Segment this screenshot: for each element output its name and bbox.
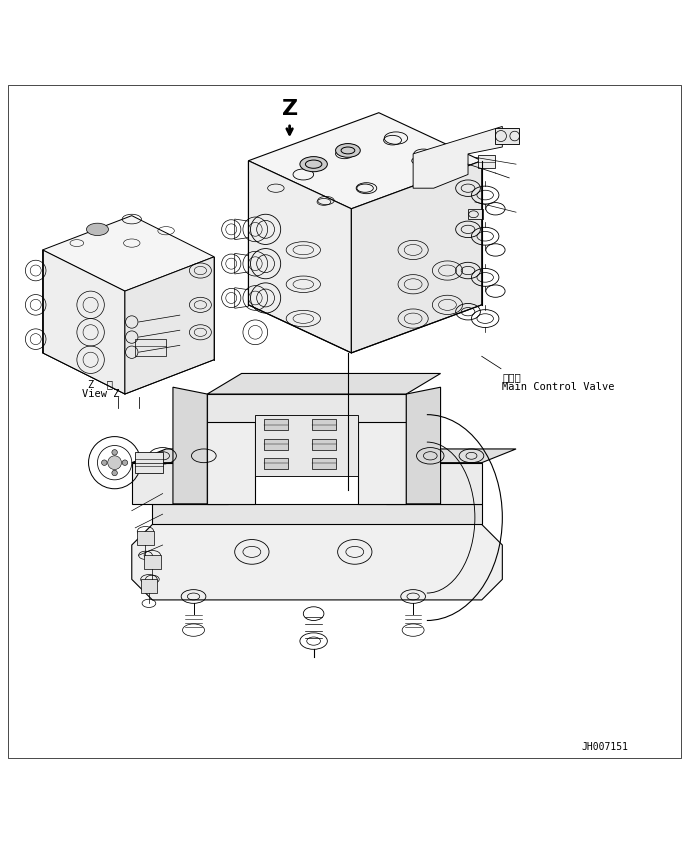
Polygon shape	[43, 216, 214, 291]
Polygon shape	[413, 126, 502, 188]
Polygon shape	[207, 373, 440, 394]
Polygon shape	[351, 161, 482, 353]
Text: Z: Z	[282, 99, 298, 119]
Polygon shape	[132, 463, 228, 504]
Polygon shape	[207, 394, 256, 504]
Polygon shape	[152, 504, 482, 524]
Ellipse shape	[336, 143, 360, 158]
Polygon shape	[386, 463, 482, 504]
Bar	[263, 458, 288, 469]
Bar	[135, 453, 163, 473]
Polygon shape	[386, 449, 516, 463]
Bar	[137, 531, 154, 545]
Bar	[141, 579, 157, 593]
Bar	[311, 438, 336, 449]
Circle shape	[112, 470, 117, 475]
Bar	[478, 155, 495, 168]
Polygon shape	[43, 250, 125, 394]
Polygon shape	[358, 394, 407, 504]
Bar	[311, 458, 336, 469]
Text: 主控阀: 主控阀	[502, 372, 521, 382]
Polygon shape	[173, 387, 207, 504]
Bar	[135, 339, 166, 357]
Bar	[263, 438, 288, 449]
Bar	[311, 420, 336, 431]
Polygon shape	[249, 161, 351, 353]
Bar	[468, 209, 483, 219]
Polygon shape	[132, 449, 262, 463]
Circle shape	[101, 460, 107, 465]
Bar	[263, 420, 288, 431]
Circle shape	[112, 449, 117, 455]
Bar	[495, 128, 520, 143]
Polygon shape	[249, 113, 482, 209]
Text: JH007151: JH007151	[582, 743, 629, 753]
Polygon shape	[207, 394, 407, 422]
Polygon shape	[407, 387, 440, 504]
Polygon shape	[132, 524, 502, 600]
Circle shape	[107, 456, 121, 470]
Text: Z  視: Z 視	[88, 379, 114, 389]
Ellipse shape	[300, 157, 327, 172]
Ellipse shape	[87, 223, 108, 235]
Polygon shape	[125, 257, 214, 394]
Bar	[144, 556, 161, 569]
Polygon shape	[256, 415, 358, 476]
Text: Main Control Valve: Main Control Valve	[502, 382, 615, 392]
Text: View Z: View Z	[82, 389, 120, 399]
Circle shape	[122, 460, 127, 465]
